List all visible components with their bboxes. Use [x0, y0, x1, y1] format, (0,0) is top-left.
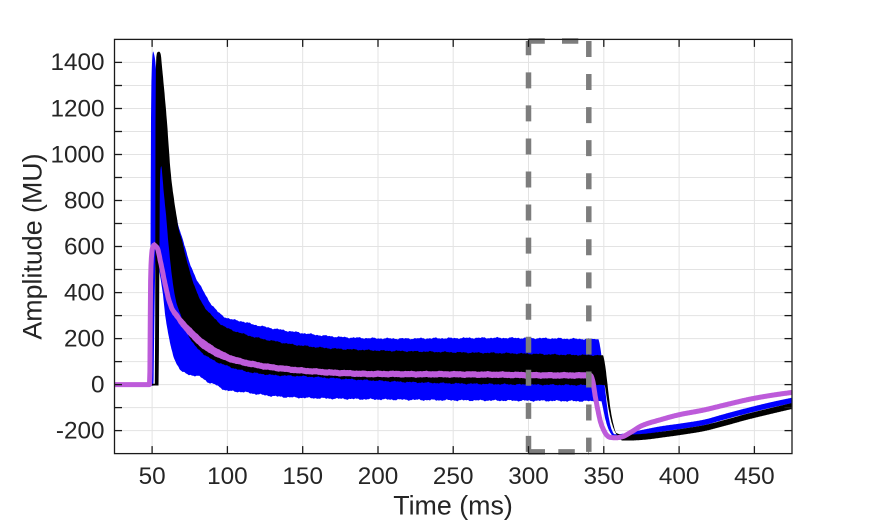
svg-text:800: 800	[64, 187, 105, 214]
svg-text:200: 200	[64, 325, 105, 352]
svg-text:400: 400	[64, 279, 105, 306]
svg-text:250: 250	[433, 463, 474, 490]
svg-text:100: 100	[207, 463, 248, 490]
svg-text:350: 350	[584, 463, 625, 490]
svg-text:600: 600	[64, 233, 105, 260]
svg-text:400: 400	[659, 463, 700, 490]
svg-text:300: 300	[508, 463, 549, 490]
svg-text:-200: -200	[56, 417, 105, 444]
svg-text:1000: 1000	[50, 141, 104, 168]
svg-text:Time (ms): Time (ms)	[393, 490, 513, 520]
svg-text:150: 150	[282, 463, 323, 490]
svg-text:1200: 1200	[50, 95, 104, 122]
svg-text:Amplitude (MU): Amplitude (MU)	[18, 153, 48, 339]
svg-text:50: 50	[139, 463, 166, 490]
svg-text:0: 0	[91, 371, 105, 398]
svg-text:200: 200	[358, 463, 399, 490]
svg-text:450: 450	[734, 463, 775, 490]
svg-text:1400: 1400	[50, 49, 104, 76]
